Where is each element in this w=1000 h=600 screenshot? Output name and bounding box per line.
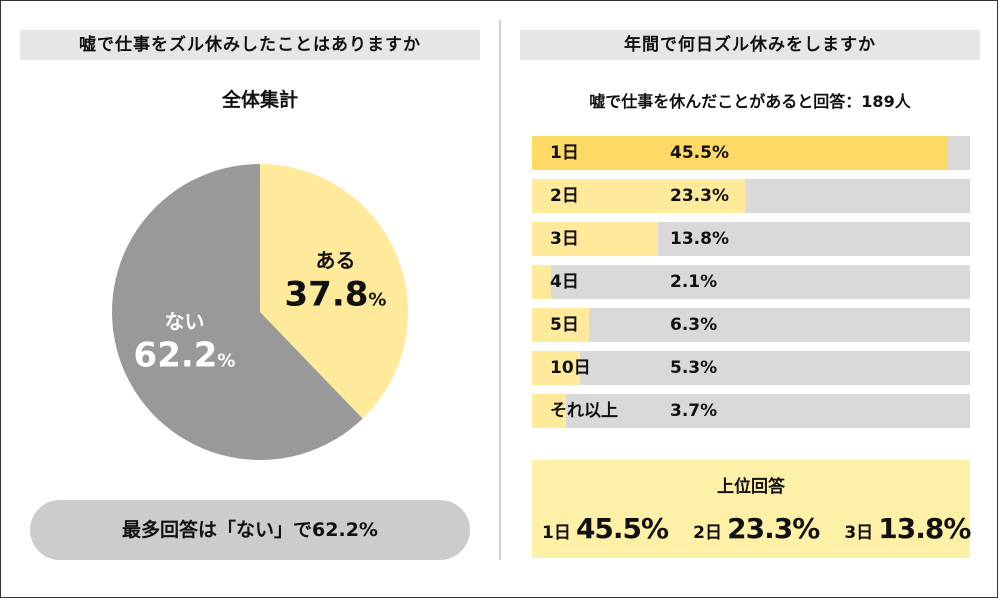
top-answer-pct: 13.8%: [878, 512, 971, 545]
pie-value-unit: %: [368, 290, 386, 311]
bar-value-label: 5.3%: [670, 358, 718, 378]
bar-row: 10日 5.3%: [532, 351, 970, 385]
bar-fill: [532, 351, 581, 385]
bar-fill: [532, 308, 590, 342]
bar-category-label: 2日: [550, 186, 579, 206]
panel-divider: [499, 20, 501, 560]
bar-value-label: 2.1%: [670, 272, 718, 292]
pie-value-number: 37.8: [285, 275, 369, 315]
bar-fill: [532, 222, 658, 256]
bar-row: 5日 6.3%: [532, 308, 970, 342]
top-answers-title: 上位回答: [717, 477, 785, 497]
pie-value: 62.2%: [134, 335, 236, 375]
bar-value-label: 23.3%: [670, 186, 729, 206]
top-answer-day: 2日: [693, 523, 723, 543]
top-answer-day: 3日: [844, 523, 874, 543]
bar-category-label: 1日: [550, 143, 579, 163]
pie-value: 37.8%: [285, 275, 387, 315]
pie-slice-no: [112, 164, 363, 460]
top-answers-list: 1日 45.5% 2日 23.3% 3日 13.8%: [532, 512, 971, 545]
bar-row: 1日 45.5%: [532, 136, 970, 170]
top-answers-box: 上位回答 1日 45.5% 2日 23.3% 3日 13.8%: [532, 460, 971, 558]
summary-pill: 最多回答は「ない」で62.2%: [30, 500, 470, 560]
bar-fill: [532, 179, 745, 213]
left-question-header: 嘘で仕事をズル休みしたことはありますか: [20, 30, 480, 60]
respondent-count: 嘘で仕事を休んだことがあると回答：189人: [589, 92, 911, 111]
pie-chart: ある 37.8% ない 62.2%: [110, 162, 410, 462]
bar-category-label: 5日: [550, 315, 579, 335]
top-answer-item: 1日 45.5%: [542, 512, 669, 545]
bar-row: 4日 2.1%: [532, 265, 970, 299]
pie-subtitle: 全体集計: [221, 89, 298, 111]
bar-value-label: 6.3%: [670, 315, 718, 335]
bar-fill: [532, 136, 948, 170]
bar-value-label: 3.7%: [670, 401, 718, 421]
right-question-header: 年間で何日ズル休みをしますか: [520, 30, 980, 60]
bar-value-label: 13.8%: [670, 229, 729, 249]
top-answer-item: 3日 13.8%: [844, 512, 971, 545]
bar-category-label: 10日: [550, 358, 591, 378]
top-answer-pct: 45.5%: [575, 512, 669, 545]
bar-category-label: 3日: [550, 229, 579, 249]
pie-slice-yes: [260, 164, 409, 419]
top-answer-item: 2日 23.3%: [693, 512, 820, 545]
pie-label: ない: [165, 309, 205, 333]
top-answer-day: 1日: [542, 523, 571, 543]
pie-label: ある: [315, 249, 355, 273]
bar-category-label: それ以上: [550, 401, 618, 421]
bar-row: 3日 13.8%: [532, 222, 970, 256]
pie-value-unit: %: [217, 350, 235, 371]
bar-value-label: 45.5%: [670, 143, 729, 163]
bar-fill: [532, 394, 566, 428]
bar-row: それ以上 3.7%: [532, 394, 970, 428]
bar-row: 2日 23.3%: [532, 179, 970, 213]
pie-value-number: 62.2: [134, 335, 218, 375]
top-answer-pct: 23.3%: [727, 512, 820, 545]
bar-category-label: 4日: [550, 272, 579, 292]
bar-fill: [532, 265, 552, 299]
